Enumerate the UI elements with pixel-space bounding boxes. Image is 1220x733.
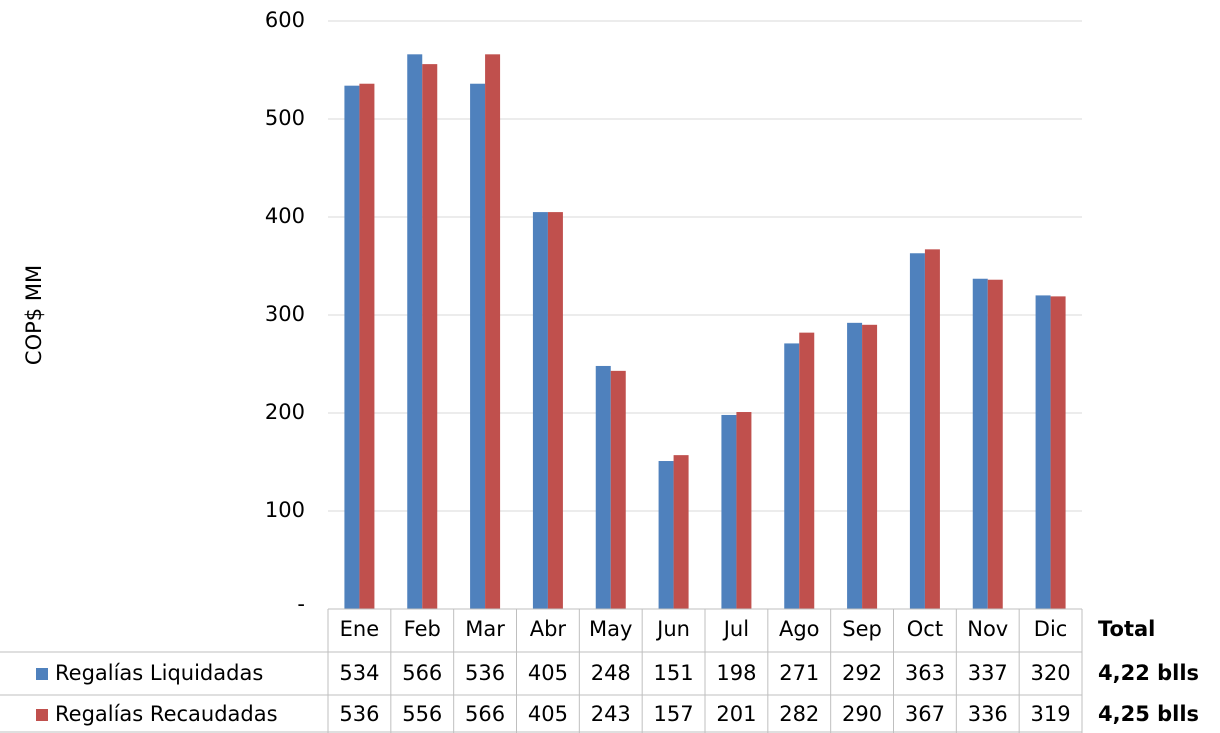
bar — [972, 278, 988, 609]
bar — [799, 332, 815, 609]
legend-key — [36, 709, 48, 721]
table-value: 151 — [654, 661, 694, 685]
bar — [721, 414, 737, 609]
table-value: 290 — [842, 702, 882, 726]
table-value: 201 — [716, 702, 756, 726]
table-value: 405 — [528, 702, 568, 726]
table-value: 536 — [339, 702, 379, 726]
table-value: 536 — [465, 661, 505, 685]
bar — [485, 54, 501, 609]
table-value: 271 — [779, 661, 819, 685]
y-tick-label: 200 — [265, 400, 305, 424]
bar — [610, 370, 626, 609]
x-tick-label: Dic — [1034, 617, 1068, 641]
table-value: 534 — [339, 661, 379, 685]
x-tick-label: Jun — [655, 617, 690, 641]
y-tick-label: 100 — [265, 498, 305, 522]
x-tick-label: Nov — [967, 617, 1008, 641]
table-value: 336 — [968, 702, 1008, 726]
series-total: 4,25 blls — [1098, 702, 1199, 726]
y-tick-label: 600 — [265, 8, 305, 32]
y-tick-label: 500 — [265, 106, 305, 130]
y-tick-label: 400 — [265, 204, 305, 228]
table-value: 566 — [465, 702, 505, 726]
table-value: 405 — [528, 661, 568, 685]
table-value: 198 — [716, 661, 756, 685]
bar — [847, 322, 863, 609]
bar — [344, 85, 360, 610]
legend-label: Regalías Recaudadas — [55, 702, 278, 726]
x-tick-label: Ene — [340, 617, 380, 641]
bar — [909, 253, 925, 609]
bar — [407, 54, 423, 609]
bar — [470, 83, 486, 610]
table-value: 157 — [654, 702, 694, 726]
bar — [862, 324, 878, 609]
bar — [1050, 296, 1066, 609]
bar — [673, 455, 689, 609]
table-value: 248 — [591, 661, 631, 685]
table-value: 243 — [591, 702, 631, 726]
table-value: 319 — [1031, 702, 1071, 726]
x-tick-label: Ago — [779, 617, 820, 641]
x-tick-label: Mar — [465, 617, 505, 641]
y-tick-label: - — [297, 592, 305, 616]
bar — [359, 83, 375, 610]
legend-label: Regalías Liquidadas — [55, 661, 263, 685]
table-value: 566 — [402, 661, 442, 685]
bar — [532, 212, 548, 609]
bar — [547, 212, 563, 609]
total-header: Total — [1098, 617, 1155, 641]
table-value: 363 — [905, 661, 945, 685]
bar — [658, 461, 674, 609]
x-tick-label: Feb — [404, 617, 441, 641]
table-value: 282 — [779, 702, 819, 726]
series-total: 4,22 blls — [1098, 661, 1199, 685]
table-value: 292 — [842, 661, 882, 685]
x-tick-label: May — [589, 617, 632, 641]
x-tick-label: Jul — [722, 617, 749, 641]
x-tick-label: Oct — [907, 617, 943, 641]
table-value: 367 — [905, 702, 945, 726]
bar — [736, 412, 752, 609]
y-tick-label: 300 — [265, 302, 305, 326]
table-value: 320 — [1031, 661, 1071, 685]
bar — [924, 249, 940, 609]
table-value: 556 — [402, 702, 442, 726]
bar — [987, 279, 1003, 609]
x-tick-label: Sep — [842, 617, 882, 641]
bar — [1035, 295, 1051, 609]
x-tick-label: Abr — [530, 617, 567, 641]
legend-key — [36, 668, 48, 680]
bar — [595, 365, 611, 609]
y-axis-label: COP$ MM — [22, 265, 46, 365]
bar — [784, 343, 800, 609]
table-value: 337 — [968, 661, 1008, 685]
bar — [422, 64, 438, 610]
